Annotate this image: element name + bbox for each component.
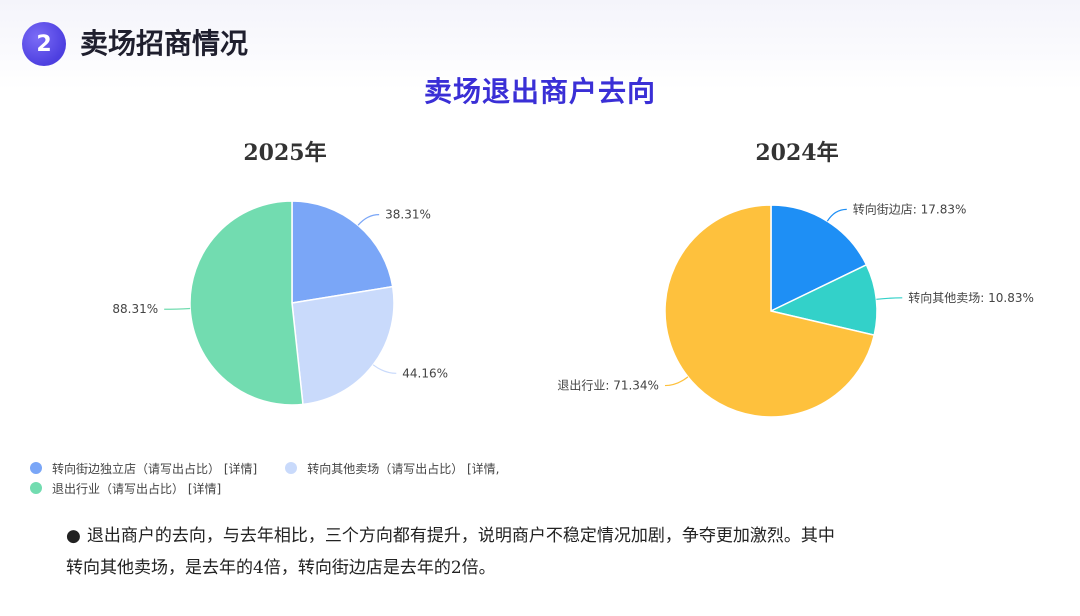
- chart-2024-title: 2024年: [755, 140, 838, 166]
- label-leader-line: [826, 208, 847, 222]
- legend-dot-icon: [285, 462, 298, 474]
- chart-main-title: 卖场退出商户去向: [423, 75, 656, 108]
- pie-slice[interactable]: [291, 200, 394, 304]
- bullet-icon: ●: [66, 526, 81, 546]
- pie-slice-label: 38.31%: [385, 208, 431, 222]
- pie-slice[interactable]: [189, 200, 304, 406]
- label-leader-line: [164, 307, 191, 310]
- summary-line-1-text: 退出商户的去向，与去年相比，三个方向都有提升，说明商户不稳定情况加剧，争夺更加激…: [86, 526, 835, 546]
- pie-slice-label: 转向其他卖场: 10.83%: [908, 290, 1034, 305]
- legend-dot-icon: [30, 482, 42, 494]
- legend-item-street-store[interactable]: 转向街边独立店（请写出占比） [详情]: [30, 460, 257, 477]
- legend-item-other-mall[interactable]: 转向其他卖场（请写出占比） [详情,: [285, 460, 500, 477]
- legend-label: 转向其他卖场（请写出占比） [详情,: [307, 461, 500, 476]
- pie-slice-label: 退出行业: 71.34%: [557, 379, 659, 393]
- pie-slice[interactable]: [291, 285, 395, 406]
- pie-2025: 38.31% 44.16% 88.31%: [112, 200, 448, 406]
- legend-row-1: 转向街边独立店（请写出占比） [详情] 转向其他卖场（请写出占比） [详情,: [30, 458, 650, 478]
- label-leader-line: [664, 376, 689, 387]
- pie-slice-label: 44.16%: [402, 366, 448, 380]
- chart-2025-title: 2025年: [243, 140, 326, 166]
- section-number-badge: 2: [22, 22, 66, 66]
- pie-slice-label: 88.31%: [112, 302, 158, 316]
- section-title: 卖场招商情况: [80, 27, 249, 60]
- legend-label: 转向街边独立店（请写出占比） [详情]: [52, 461, 258, 476]
- legend-dot-icon: [30, 462, 42, 474]
- label-leader-line: [876, 297, 903, 300]
- pie-charts: 2025年 2024年 38.31% 44.16% 88.31% 转向街边店: 17…: [112, 140, 1034, 418]
- pie-slice-label: 转向街边店: 17.83%: [853, 201, 967, 216]
- label-leader-line: [357, 214, 380, 226]
- summary-line-2: 转向其他卖场，是去年的4倍，转向街边店是去年的2倍。: [66, 558, 496, 578]
- legend-row-2: 退出行业（请写出占比） [详情]: [30, 478, 650, 498]
- label-leader-line: [372, 364, 397, 374]
- legend-item-exit-industry[interactable]: 退出行业（请写出占比） [详情]: [30, 480, 221, 497]
- summary-text: ● 退出商户的去向，与去年相比，三个方向都有提升，说明商户不稳定情况加剧，争夺更加…: [66, 520, 1026, 584]
- pie-slice[interactable]: [768, 263, 878, 337]
- summary-line-1: ● 退出商户的去向，与去年相比，三个方向都有提升，说明商户不稳定情况加剧，争夺更加…: [66, 520, 1026, 552]
- pie-slice[interactable]: [770, 204, 868, 313]
- legend: 转向街边独立店（请写出占比） [详情] 转向其他卖场（请写出占比） [详情, 退…: [30, 458, 650, 498]
- pie-2024: 转向街边店: 17.83% 转向其他卖场: 10.83% 退出行业: 71.34%: [557, 201, 1034, 418]
- legend-label: 退出行业（请写出占比） [详情]: [52, 481, 222, 496]
